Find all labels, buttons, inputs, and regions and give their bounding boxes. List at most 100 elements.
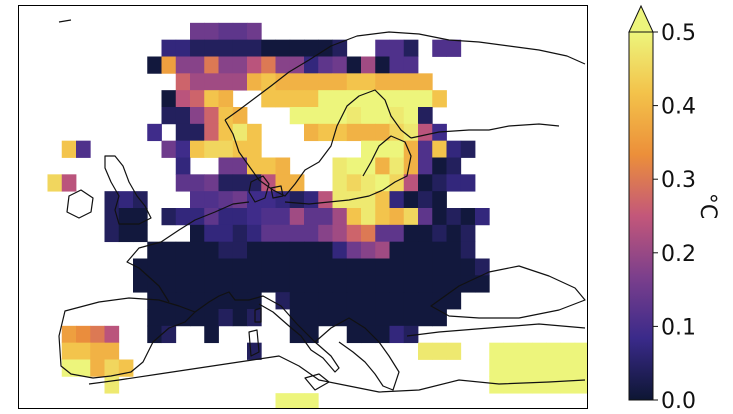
heatmap-cell: [546, 342, 561, 360]
heatmap-cell: [332, 174, 348, 192]
heatmap-cell: [304, 325, 319, 344]
map-plot-area: [18, 5, 588, 409]
heatmap-cell: [204, 123, 219, 142]
heatmap-cell: [289, 174, 305, 192]
heatmap-cell: [304, 292, 319, 310]
heatmap-cell: [204, 241, 219, 259]
heatmap-cell: [446, 39, 462, 57]
heatmap-cell: [175, 275, 191, 293]
heatmap-cell: [76, 359, 91, 377]
heatmap-cell: [61, 342, 77, 360]
heatmap-cell: [175, 208, 191, 226]
heatmap-cell: [247, 275, 262, 293]
heatmap-cell: [76, 140, 91, 158]
heatmap-cell: [460, 208, 476, 226]
heatmap-cell: [218, 292, 234, 310]
heatmap-cell: [232, 39, 248, 57]
heatmap-cell: [460, 140, 476, 158]
heatmap-cell: [346, 208, 362, 226]
heatmap-cell: [147, 292, 162, 310]
heatmap-cell: [218, 123, 234, 142]
heatmap-cell: [332, 56, 348, 74]
heatmap-cell: [304, 123, 319, 142]
heatmap-cell: [418, 258, 433, 276]
heatmap-cell: [204, 275, 219, 293]
heatmap-cell: [147, 56, 162, 74]
heatmap-cell: [218, 90, 234, 108]
heatmap-cell: [247, 224, 262, 243]
heatmap-cell: [332, 241, 348, 259]
heatmap-cell: [204, 224, 219, 243]
heatmap-cell: [332, 73, 348, 91]
heatmap-cell: [403, 174, 419, 192]
heatmap-cell: [232, 174, 248, 192]
heatmap-cell: [118, 208, 134, 226]
heatmap-cell: [346, 157, 362, 175]
heatmap-cell: [90, 359, 105, 377]
heatmap-cell: [318, 258, 333, 276]
heatmap-cell: [204, 140, 219, 158]
heatmap-cell: [389, 191, 405, 209]
heatmap-cell: [318, 292, 333, 310]
heatmap-cell: [261, 191, 276, 209]
heatmap-cell: [161, 107, 177, 125]
heatmap-cell: [275, 224, 291, 243]
heatmap-cell: [318, 56, 333, 74]
heatmap-cell: [204, 56, 219, 74]
heatmap-cell: [375, 73, 390, 91]
heatmap-cell: [389, 157, 405, 175]
heatmap-cell: [304, 309, 319, 327]
heatmap-cell: [446, 140, 462, 158]
heatmap-cell: [247, 140, 262, 158]
heatmap-cell: [389, 56, 405, 74]
heatmap-cell: [403, 39, 419, 57]
heatmap-cell: [232, 241, 248, 259]
heatmap-cell: [161, 56, 177, 74]
heatmap-cell: [218, 208, 234, 226]
heatmap-cell: [61, 359, 77, 377]
heatmap-cell: [418, 90, 433, 108]
heatmap-cell: [61, 174, 77, 192]
heatmap-cell: [218, 157, 234, 175]
colorbar-extend-arrow: [628, 4, 654, 33]
heatmap-cell: [218, 191, 234, 209]
heatmap-cell: [375, 191, 390, 209]
heatmap-cell: [318, 107, 333, 125]
heatmap-cell: [218, 22, 234, 41]
heatmap-cell: [232, 22, 248, 41]
heatmap-cell: [418, 140, 433, 158]
heatmap-cell: [375, 208, 390, 226]
heatmap-cell: [204, 309, 219, 327]
heatmap-cell: [218, 174, 234, 192]
heatmap-cell: [161, 208, 177, 226]
heatmap-cell: [304, 90, 319, 108]
heatmap-cell: [432, 309, 447, 327]
heatmap-cell: [346, 73, 362, 91]
heatmap-cell: [418, 174, 433, 192]
heatmap-cell: [432, 140, 447, 158]
heatmap-cell: [318, 123, 333, 142]
heatmap-cell: [403, 140, 419, 158]
heatmap-cell: [574, 359, 587, 377]
heatmap-cell: [475, 275, 490, 293]
heatmap-cell: [218, 73, 234, 91]
heatmap-cell: [446, 241, 462, 259]
heatmap-cell: [403, 208, 419, 226]
heatmap-cell: [304, 393, 319, 408]
heatmap-cell: [375, 39, 390, 57]
heatmap-cell: [175, 258, 191, 276]
heatmap-cell: [346, 292, 362, 310]
heatmap-cell: [289, 208, 305, 226]
heatmap-cell: [175, 39, 191, 57]
heatmap-cell: [147, 123, 162, 142]
heatmap-cell: [361, 208, 376, 226]
heatmap-cell: [190, 107, 205, 125]
heatmap-cell: [361, 123, 376, 142]
heatmap-cell: [90, 342, 105, 360]
heatmap-cell: [346, 174, 362, 192]
heatmap-cell: [489, 342, 504, 360]
colorbar: 0.0 0.1 0.2 0.3 0.4 0.5 °C: [628, 4, 720, 414]
heatmap-cell: [432, 292, 447, 310]
heatmap-cell: [261, 224, 276, 243]
heatmap-cell: [389, 275, 405, 293]
